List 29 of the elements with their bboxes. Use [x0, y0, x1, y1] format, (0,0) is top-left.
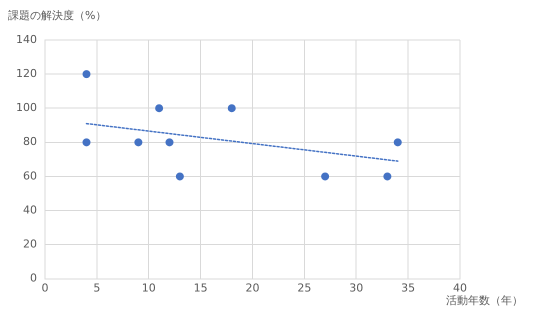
point	[134, 138, 142, 146]
point	[383, 172, 392, 180]
point	[228, 104, 236, 112]
point	[165, 138, 174, 146]
x-tick-label: 0	[41, 281, 48, 294]
x-tick-label: 15	[194, 281, 208, 294]
point	[394, 138, 402, 146]
y-axis-title: 課題の解決度（%）	[8, 8, 106, 23]
y-tick-label: 140	[16, 32, 37, 46]
point	[155, 104, 164, 112]
point	[82, 70, 90, 78]
y-tick-label: 20	[22, 238, 37, 251]
y-tick-label: 100	[16, 101, 37, 114]
x-tick-label: 5	[93, 281, 100, 294]
x-tick-label: 40	[453, 281, 467, 294]
x-tick-label: 30	[349, 281, 364, 294]
y-tick-label: 80	[22, 135, 37, 148]
point	[82, 138, 90, 146]
x-tick-label: 25	[297, 281, 312, 294]
y-tick-label: 60	[22, 169, 37, 182]
x-tick-label: 20	[246, 281, 260, 294]
y-tick-label: 120	[16, 66, 37, 80]
x-axis-title: 活動年数（年）	[446, 293, 523, 308]
x-tick-label: 35	[401, 281, 416, 294]
point	[321, 172, 330, 180]
point	[176, 172, 184, 180]
x-tick-label: 10	[142, 281, 156, 294]
y-tick-label: 40	[22, 203, 37, 216]
y-tick-label: 0	[30, 272, 37, 285]
